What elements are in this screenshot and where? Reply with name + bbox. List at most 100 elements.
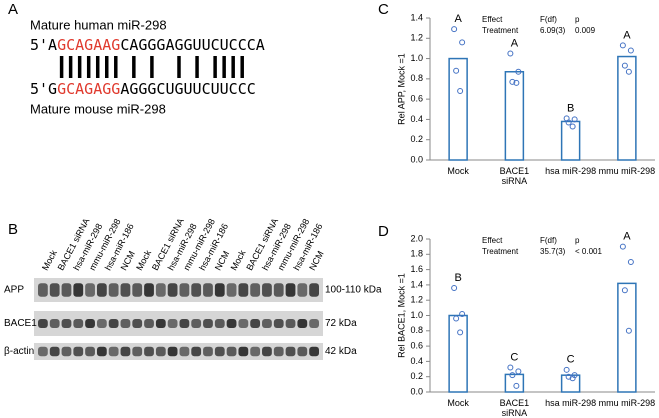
blot-band xyxy=(238,319,249,328)
blot-band xyxy=(108,319,119,328)
stats-cell: < 0.001 xyxy=(575,247,602,256)
stats-cell: Treatment xyxy=(482,26,519,35)
y-tick-label: 0.0 xyxy=(410,154,423,164)
blot-band xyxy=(297,283,308,297)
blot-band xyxy=(226,319,237,328)
blot-band xyxy=(262,346,272,357)
blot-band xyxy=(96,346,107,357)
y-tick-label: 1.0 xyxy=(410,310,423,320)
data-point xyxy=(571,116,578,123)
stats-header: p xyxy=(575,236,580,245)
x-tick-label: hsa miR-298 xyxy=(545,166,597,176)
blot-band xyxy=(285,283,296,297)
data-point xyxy=(459,39,466,46)
seq-part: 5'A xyxy=(30,36,57,54)
group-letter: C xyxy=(567,354,575,366)
data-point xyxy=(459,310,466,317)
blot-band xyxy=(179,319,190,328)
blot-band xyxy=(226,283,237,297)
data-point xyxy=(453,315,460,322)
data-point xyxy=(625,68,632,75)
blot-band xyxy=(273,319,284,328)
y-tick-label: 0.4 xyxy=(410,114,423,124)
stats-header: Effect xyxy=(482,15,503,24)
stats-header: F(df) xyxy=(540,236,557,245)
y-tick-label: 1.8 xyxy=(410,249,423,259)
blot-band xyxy=(250,346,261,357)
y-tick-label: 1.0 xyxy=(410,53,423,63)
blot-band xyxy=(297,346,308,357)
data-point xyxy=(509,78,516,85)
blot-band xyxy=(297,319,308,328)
size-label: 100-110 kDa xyxy=(325,285,382,296)
group-letter: A xyxy=(623,231,631,243)
blot-band xyxy=(73,319,84,328)
data-point xyxy=(509,372,516,379)
human-title: Mature human miR-298 xyxy=(30,17,167,32)
y-tick-label: 0.6 xyxy=(410,94,423,104)
x-tick-label: mmu miR-298 xyxy=(598,398,656,408)
group-letter: B xyxy=(454,272,461,284)
blot-band xyxy=(49,319,60,328)
stats-cell: 0.009 xyxy=(575,26,596,35)
blot-band xyxy=(96,283,107,297)
blot-band xyxy=(191,346,202,357)
blot-band xyxy=(38,319,48,328)
blot-band xyxy=(85,346,95,357)
row-label: BACE1 xyxy=(4,318,37,329)
blot-band xyxy=(120,319,131,328)
seq-part: 5'G xyxy=(30,80,57,98)
size-label: 42 kDa xyxy=(325,346,357,357)
data-point xyxy=(457,329,464,336)
blot-band xyxy=(238,283,249,297)
data-point xyxy=(569,375,576,382)
stats-header: F(df) xyxy=(540,15,557,24)
blot-band xyxy=(120,283,131,297)
blot-band xyxy=(144,283,154,297)
blot-band xyxy=(155,346,166,357)
blot-band xyxy=(132,319,143,328)
y-tick-label: 0.6 xyxy=(410,340,423,350)
data-point xyxy=(515,368,522,375)
stats-header: Effect xyxy=(482,236,503,245)
group-letter: A xyxy=(454,13,462,25)
blot-band xyxy=(49,283,60,297)
group-letter: B xyxy=(567,102,574,114)
blot-band xyxy=(309,283,319,297)
blot-band xyxy=(132,283,143,297)
data-point xyxy=(619,42,626,49)
y-tick-label: 0.2 xyxy=(410,134,423,144)
y-tick-label: 0.8 xyxy=(410,73,423,83)
data-point xyxy=(627,258,634,265)
panel-letter: D xyxy=(378,223,389,240)
base-pairs xyxy=(59,56,244,78)
y-tick-label: 1.6 xyxy=(410,264,423,274)
blot-band xyxy=(214,283,225,297)
group-letter: C xyxy=(510,351,518,363)
blot-band xyxy=(38,346,48,357)
blot-band xyxy=(179,283,190,297)
blot-band xyxy=(309,319,319,328)
blot-band xyxy=(132,346,143,357)
blot-band xyxy=(191,283,202,297)
stats-header: p xyxy=(575,15,580,24)
blot-band xyxy=(214,346,225,357)
data-point xyxy=(451,26,458,33)
blot-band xyxy=(108,346,119,357)
y-tick-label: 1.2 xyxy=(410,295,423,305)
blot-band xyxy=(85,319,95,328)
bar xyxy=(617,55,637,161)
blot-band xyxy=(108,283,119,297)
blot-band xyxy=(238,346,249,357)
blot-band xyxy=(167,283,178,297)
x-tick-label: Mock xyxy=(447,398,469,408)
blot-band xyxy=(144,319,154,328)
size-label: 72 kDa xyxy=(325,318,357,329)
y-axis-label: Rel BACE1, Mock =1 xyxy=(396,273,406,358)
blot-band xyxy=(73,283,84,297)
y-tick-label: 1.4 xyxy=(410,279,423,289)
blot-band xyxy=(250,283,261,297)
seed-region: GCAGAGG xyxy=(57,80,120,98)
blot-band xyxy=(179,346,190,357)
y-axis-label: Rel APP, Mock =1 xyxy=(396,53,406,125)
